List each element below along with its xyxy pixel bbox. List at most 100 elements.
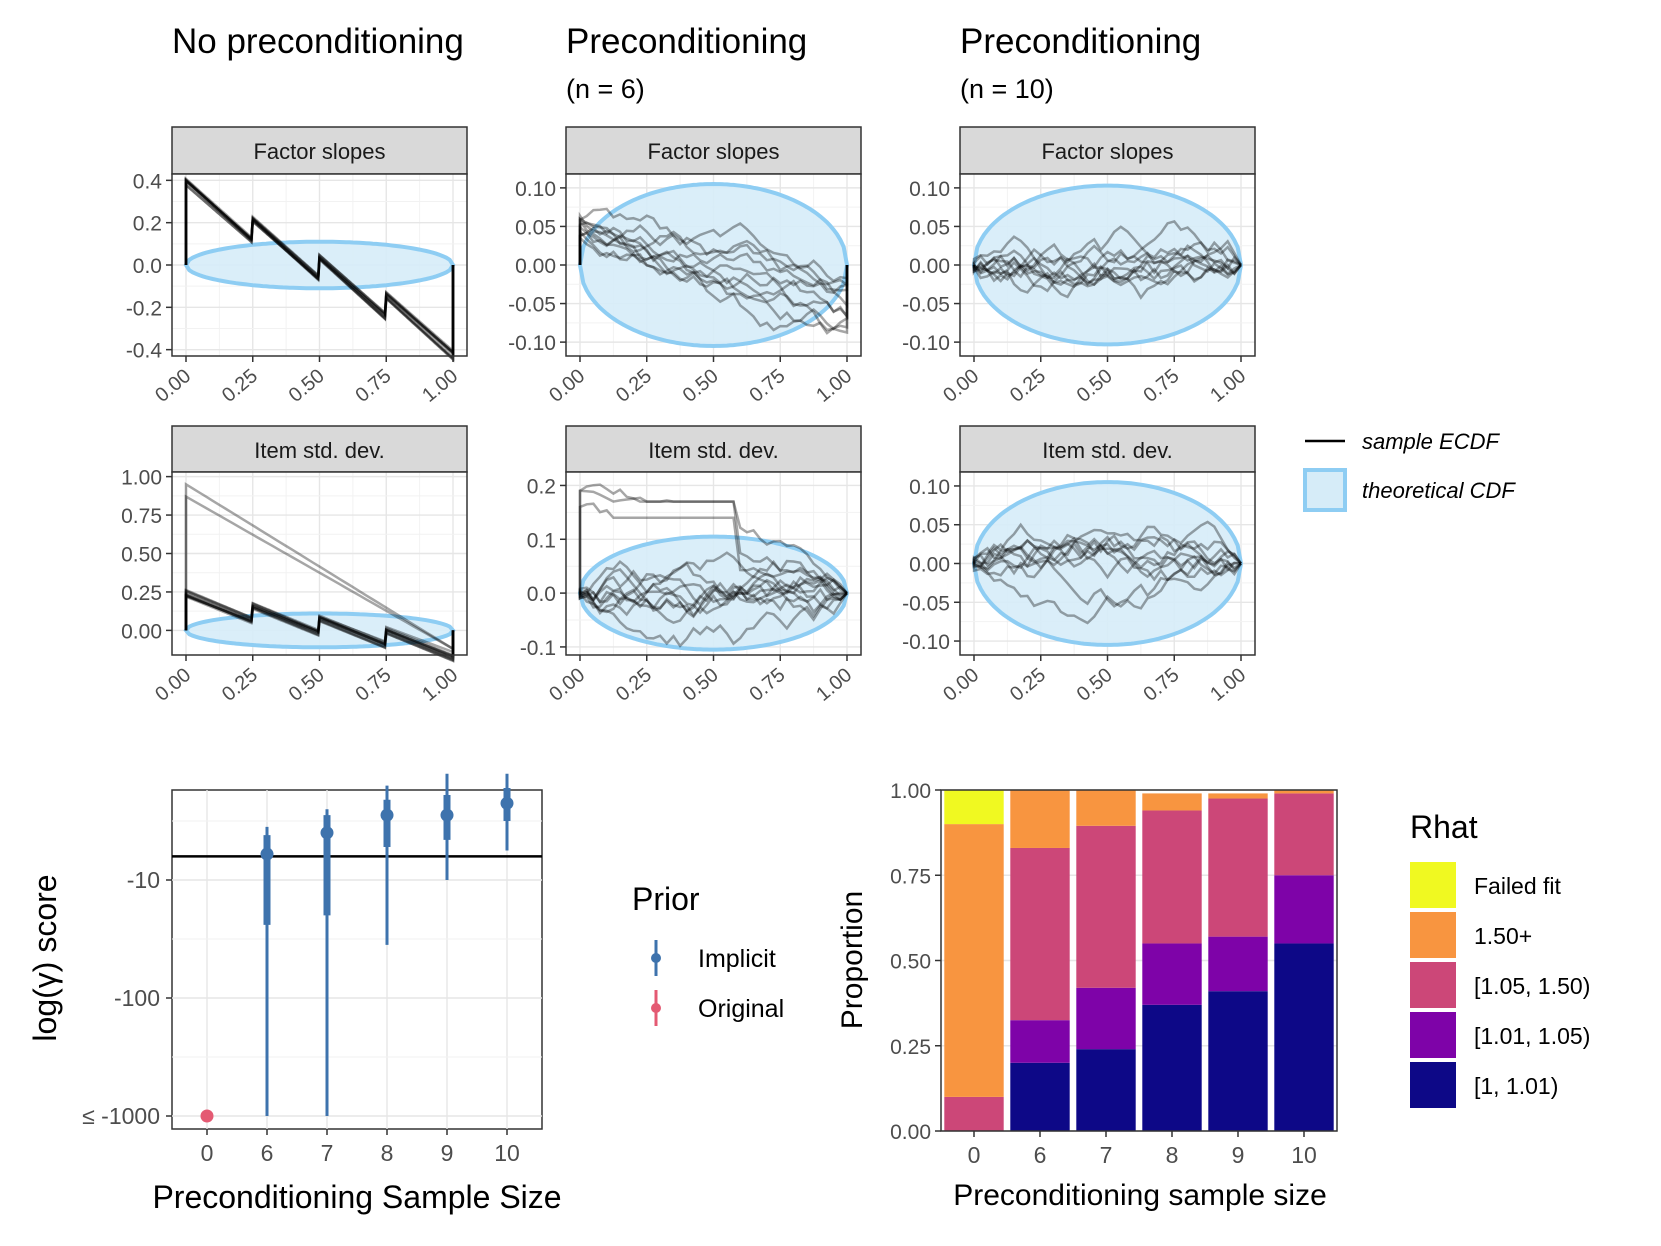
x-tick-label: 7 (321, 1140, 334, 1166)
ecdf-line-6 (578, 221, 849, 283)
y-tick-label: 0.25 (890, 1036, 931, 1059)
bar-segment (1142, 1004, 1202, 1131)
bar-segment (1076, 987, 1136, 1050)
theoretical-cdf-label: theoretical CDF (1362, 478, 1516, 503)
y-tick-label: 0.05 (515, 216, 556, 239)
col-title-3: Preconditioning (960, 22, 1202, 61)
y-tick-label: 0.00 (890, 1121, 931, 1144)
ecdf-line-5 (972, 525, 1243, 570)
bar-segment (1010, 1020, 1070, 1063)
ecdf-line-3 (972, 537, 1242, 576)
y-tick-label: 0.1 (527, 529, 556, 552)
bar-segment (944, 790, 1004, 825)
ecdf-line-9 (184, 182, 455, 356)
theoretical-cdf-band (971, 480, 1244, 647)
bar-segment (1010, 790, 1070, 848)
theoretical-cdf-key (1303, 468, 1347, 512)
x-tick-label: 0.00 (939, 664, 983, 706)
score-panel (171, 789, 543, 1130)
ecdf-line-6 (972, 235, 1243, 300)
rhat-legend-key (1410, 1062, 1456, 1108)
ecdf-line-8 (972, 533, 1242, 579)
ecdf-line-1 (184, 177, 455, 362)
x-tick-label: 0.00 (545, 365, 589, 407)
col-subtitle-3: (n = 10) (960, 74, 1054, 104)
rhat-legend-label: [1.01, 1.05) (1474, 1023, 1590, 1049)
x-tick-label: 0.00 (151, 365, 195, 407)
ecdf-line-11 (578, 483, 848, 595)
facet-strip-label: Factor slopes (253, 139, 385, 164)
x-tick-label: 0.75 (351, 664, 395, 706)
x-tick-label: 1.00 (418, 365, 462, 407)
bar-segment (1142, 793, 1202, 811)
bar-segment (1274, 943, 1334, 1131)
ecdf-line-8 (972, 219, 1242, 278)
x-tick-label: 1.00 (812, 664, 856, 706)
rhat-legend-label: [1.05, 1.50) (1474, 973, 1590, 999)
ecdf-line-12 (578, 502, 848, 596)
x-tick-label: 10 (494, 1140, 520, 1166)
x-tick-label: 0.50 (679, 664, 723, 706)
ecdf-legend: sample ECDF theoretical CDF (1303, 429, 1516, 512)
x-tick-label: 8 (1166, 1142, 1179, 1168)
bar-segment (1076, 825, 1136, 988)
x-tick-label: 0.75 (745, 365, 789, 407)
ecdf-line-3 (184, 593, 455, 662)
ecdf-line-1 (972, 520, 1242, 569)
rhat-legend-label: 1.50+ (1474, 923, 1532, 949)
ecdf-panel-5: Item std. dev. 0.2 0.1 0.0 -0.1 0.00 0.25 0.50 0… (520, 425, 862, 706)
y-tick-label: 0.50 (890, 951, 931, 974)
x-tick-label: 9 (1232, 1142, 1245, 1168)
ecdf-line-4 (578, 216, 849, 288)
ecdf-line-8 (578, 584, 848, 618)
score-plot: -10 -100 ≤ -1000 0 6 7 8 9 10 Preconditioning Sam… (27, 773, 784, 1215)
y-tick-label: -0.4 (126, 340, 163, 363)
theoretical-cdf-band (577, 181, 850, 349)
ecdf-line-1 (578, 561, 848, 617)
ecdf-line-3 (972, 225, 1242, 276)
ecdf-line-6 (184, 588, 455, 661)
x-tick-label: 0.50 (1073, 365, 1117, 407)
legend-key-point (651, 1003, 661, 1013)
ecdf-line-10 (184, 594, 455, 654)
facet-strip (959, 126, 1256, 175)
facet-strip (171, 425, 468, 473)
ecdf-line-3 (578, 572, 848, 609)
x-tick-label: 0.50 (285, 365, 329, 407)
legend-label-original: Original (698, 995, 784, 1023)
rhat-legend-label: Failed fit (1474, 873, 1562, 899)
x-tick-label: 0.50 (679, 365, 723, 407)
ecdf-line-5 (972, 242, 1242, 282)
y-tick-label: -0.05 (902, 294, 950, 317)
x-tick-label: 1.00 (1206, 664, 1250, 706)
x-tick-label: 0.75 (1139, 365, 1183, 407)
rhat-legend-key (1410, 862, 1456, 908)
ecdf-line-11 (184, 482, 455, 652)
theoretical-cdf-band (971, 183, 1244, 347)
ecdf-panel-2: Factor slopes 0.10 0.05 0.00 -0.05 -0.10 0.00 0… (508, 126, 862, 407)
bar-segment (1274, 790, 1334, 794)
x-tick-label: 1.00 (812, 365, 856, 407)
ecdf-line-6 (578, 572, 848, 615)
point-implicit (440, 808, 454, 822)
y-tick-label: 0.10 (515, 178, 556, 201)
ecdf-line-9 (578, 228, 849, 331)
x-tick-label: 6 (1034, 1142, 1047, 1168)
ecdf-line-6 (972, 538, 1242, 592)
legend-label-implicit: Implicit (698, 945, 776, 973)
bar-segment (1208, 793, 1268, 799)
x-tick-label: 0 (968, 1142, 981, 1168)
bar-segment (1208, 798, 1268, 937)
ecdf-line-3 (578, 225, 849, 295)
y-tick-label: 0.75 (121, 505, 162, 528)
prior-legend-title: Prior (632, 881, 700, 917)
ecdf-panel-4: Item std. dev. 1.00 0.75 0.50 0.25 0.00 0.00 0.… (121, 425, 468, 706)
x-tick-label: 0.75 (745, 664, 789, 706)
ecdf-line-9 (972, 249, 1242, 287)
y-tick-label: -0.2 (126, 297, 162, 320)
rhat-y-axis-label: Proportion (836, 891, 869, 1029)
facet-strip-label: Factor slopes (1041, 139, 1173, 164)
y-tick-label: 0.0 (133, 255, 162, 278)
y-tick-label: 1.00 (890, 780, 931, 803)
y-tick-label: 0.0 (527, 583, 556, 606)
